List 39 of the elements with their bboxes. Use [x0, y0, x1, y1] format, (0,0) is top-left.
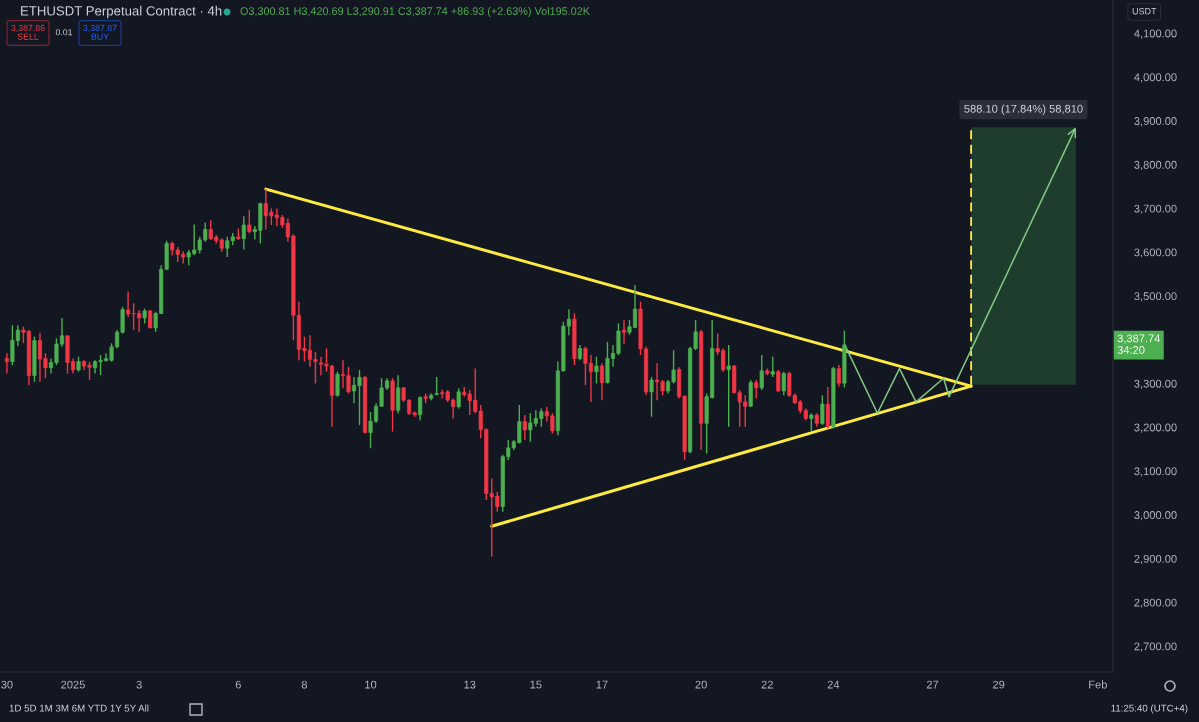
annotation: 588.10 (17.84%) 58,810 — [964, 104, 1083, 115]
y-tick-label: 3,200.00 — [1134, 423, 1177, 433]
y-tick-label: 4,000.00 — [1134, 73, 1177, 83]
y-tick-label: 3,600.00 — [1134, 248, 1177, 258]
x-tick-label: 20 — [695, 680, 707, 689]
y-tick-label: 3,000.00 — [1134, 511, 1177, 521]
x-tick-label: Feb — [1089, 680, 1107, 689]
y-tick-label: 2,800.00 — [1134, 598, 1177, 608]
x-tick-label: 6 — [235, 680, 241, 689]
y-tick-label: 3,500.00 — [1134, 292, 1177, 302]
annotation: 3,387.86 SELL — [11, 24, 45, 40]
y-axis-title: USDT — [1132, 8, 1157, 15]
annotation: 3,387.87 BUY — [83, 24, 117, 40]
annotation: 0.01 — [55, 29, 73, 36]
y-tick-label: 3,100.00 — [1134, 467, 1177, 477]
x-tick-label: 8 — [301, 680, 308, 689]
x-tick-label: 17 — [596, 680, 608, 689]
x-tick-label: 10 — [365, 680, 377, 689]
text: 11:25:40 (UTC+4) — [1111, 704, 1188, 714]
x-tick-label: 24 — [827, 680, 840, 689]
x-tick-label: 30 — [1, 680, 13, 689]
chart-title: ETHUSDT Perpetual Contract · 4h — [21, 5, 222, 19]
y-tick-label: 2,900.00 — [1134, 554, 1177, 565]
x-tick-label: 29 — [993, 680, 1005, 689]
x-tick-label: 2025 — [61, 680, 85, 689]
x-tick-label: 15 — [530, 680, 542, 689]
text: 1D 5D 1M 3M 6M YTD 1Y 5Y All — [9, 704, 149, 712]
y-tick-label: 2,700.00 — [1134, 642, 1177, 652]
y-tick-label: 3,800.00 — [1134, 160, 1177, 171]
text: 3,387.74 34:20 — [1117, 334, 1161, 354]
text: O3,300.81 H3,420.69 L3,290.91 C3,387.74 +86.93 (+2.63%) Vol195.02K — [240, 6, 590, 18]
x-tick-label: 27 — [926, 680, 939, 689]
x-tick-label: 22 — [761, 680, 773, 689]
y-tick-label: 3,900.00 — [1134, 117, 1177, 127]
x-tick-label: 13 — [464, 680, 476, 689]
x-tick-label: 3 — [136, 680, 142, 689]
y-tick-label: 3,700.00 — [1134, 204, 1177, 214]
y-tick-label: 4,100.00 — [1134, 29, 1177, 39]
y-tick-label: 3,300.00 — [1134, 379, 1177, 389]
